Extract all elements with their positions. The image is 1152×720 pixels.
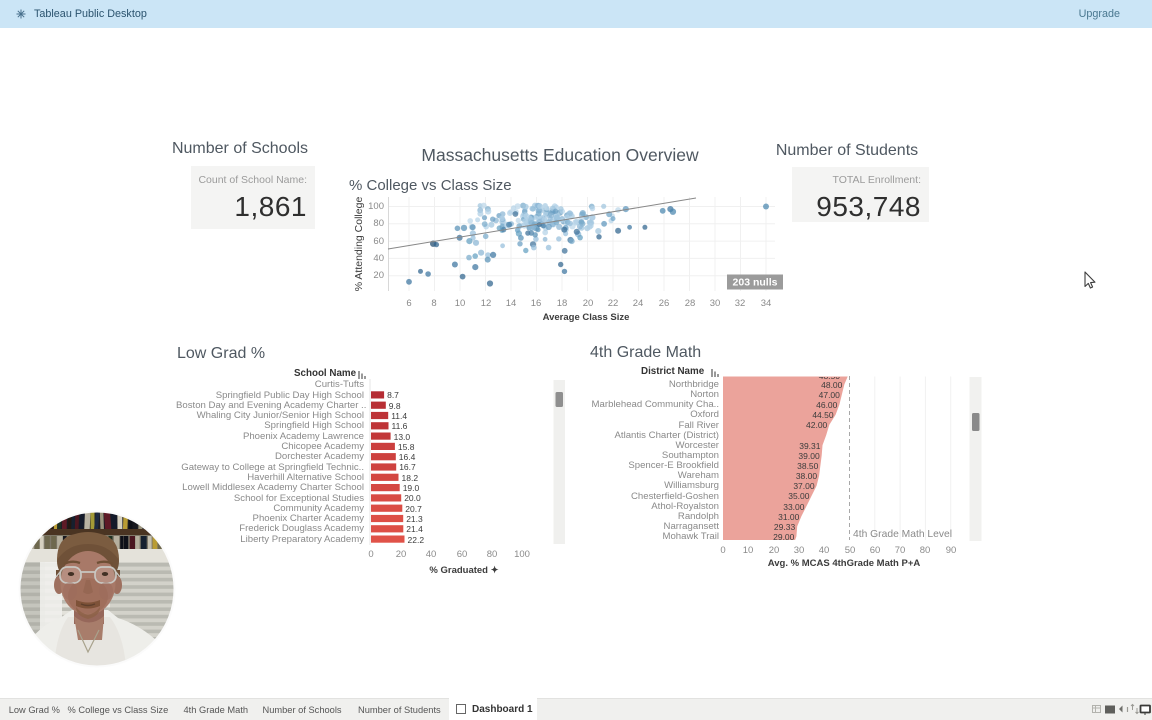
- svg-text:203 nulls: 203 nulls: [733, 277, 778, 289]
